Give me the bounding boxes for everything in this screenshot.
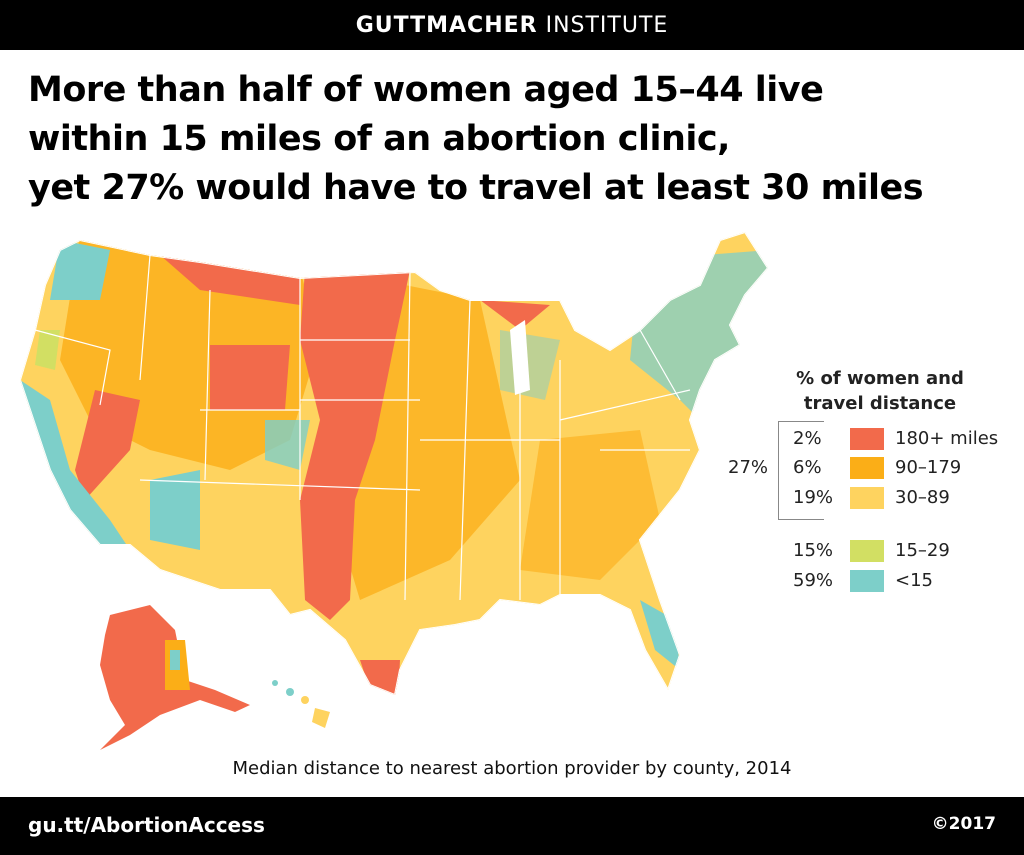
legend-title: % of women and travel distance	[740, 366, 1020, 416]
footer: gu.tt/AbortionAccess ©2017	[0, 797, 1024, 855]
headline-line: More than half of women aged 15–44 live	[28, 70, 824, 110]
headline: More than half of women aged 15–44 live …	[28, 66, 1008, 213]
headline-line: within 15 miles of an abortion clinic,	[28, 119, 730, 159]
legend-swatch	[850, 540, 884, 562]
legend-swatch	[850, 457, 884, 479]
alaska	[100, 605, 250, 750]
footer-link[interactable]: gu.tt/AbortionAccess	[28, 813, 265, 837]
copyright: ©2017	[931, 814, 996, 834]
legend-bracket-total: 27%	[728, 457, 769, 478]
brand-header: GUTTMACHER INSTITUTE	[0, 0, 1024, 50]
legend-pct: 2%	[793, 428, 822, 449]
legend-bracket	[778, 421, 824, 520]
headline-line: yet 27% would have to travel at least 30…	[28, 168, 924, 208]
legend-pct: 59%	[793, 570, 834, 591]
lake-michigan	[510, 320, 530, 395]
legend-swatch	[850, 570, 884, 592]
legend-pct: 19%	[793, 487, 834, 508]
legend-swatch	[850, 428, 884, 450]
legend-title-line: % of women and	[796, 368, 964, 389]
us-county-map	[20, 232, 768, 750]
legend-pct: 6%	[793, 457, 822, 478]
brand-light: INSTITUTE	[545, 12, 669, 38]
hawaii	[272, 680, 330, 728]
legend-label: 15–29	[895, 540, 950, 561]
legend-swatch	[850, 487, 884, 509]
map-caption: Median distance to nearest abortion prov…	[232, 758, 792, 779]
legend: % of women and travel distance 27% 2% 18…	[720, 366, 1020, 592]
legend-label: 180+ miles	[895, 428, 999, 449]
legend-label: <15	[895, 570, 933, 591]
brand-bold: GUTTMACHER	[355, 12, 538, 38]
legend-title-line: travel distance	[803, 393, 957, 414]
legend-label: 30–89	[895, 487, 950, 508]
legend-label: 90–179	[895, 457, 962, 478]
legend-pct: 15%	[793, 540, 834, 561]
